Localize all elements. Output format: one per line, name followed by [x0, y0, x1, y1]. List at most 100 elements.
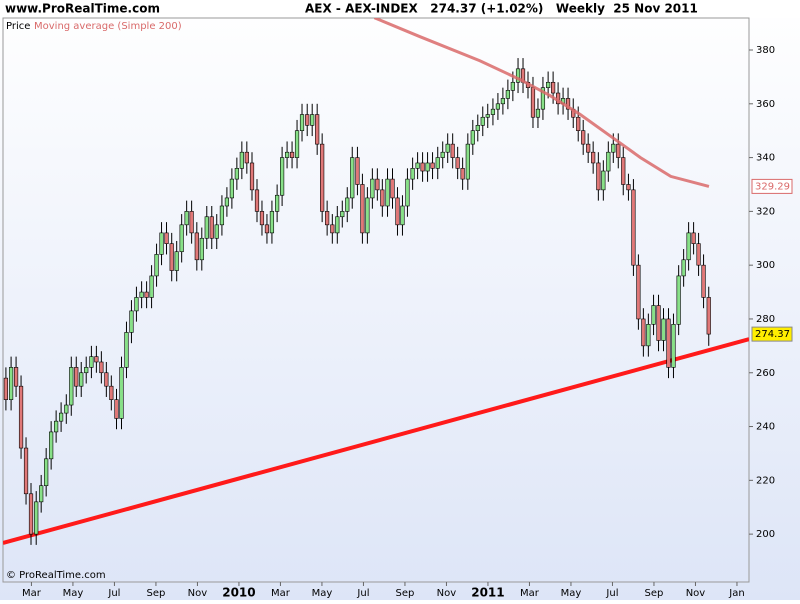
candle-body	[440, 151, 445, 158]
candle-body	[234, 168, 239, 180]
candle-body	[54, 420, 59, 433]
candle-body	[601, 170, 606, 191]
x-tick-label: May	[561, 588, 582, 599]
candle-body	[345, 197, 350, 212]
candle-body	[490, 108, 496, 115]
candle-body	[124, 332, 129, 368]
candle-body	[39, 485, 44, 503]
candle-body	[631, 189, 636, 266]
candle-body	[596, 162, 601, 191]
candle-body	[355, 157, 360, 185]
candle-body	[305, 114, 310, 126]
candle-body	[646, 324, 651, 347]
candle-body	[104, 372, 109, 387]
candle-body	[299, 114, 305, 131]
candle-body	[209, 216, 214, 239]
candle-body	[530, 87, 536, 118]
x-tick-label: 2011	[471, 586, 504, 600]
y-tick-label: 280	[756, 314, 775, 325]
candle-body	[18, 385, 24, 449]
x-tick-label: Jan	[728, 588, 744, 599]
candle-body	[44, 458, 49, 487]
candle-body	[460, 168, 465, 180]
candle-body	[154, 254, 159, 277]
candle-body	[294, 130, 300, 158]
candle-body	[179, 224, 184, 253]
x-tick-label: Mar	[271, 588, 291, 599]
y-tick-label: 220	[756, 475, 775, 486]
candle-body	[320, 143, 325, 212]
candle-body	[405, 178, 410, 207]
candle-body	[515, 68, 521, 83]
candle-body	[370, 178, 375, 199]
candle-body	[465, 143, 470, 180]
candle-body	[269, 211, 275, 234]
candle-body	[616, 143, 621, 158]
legend-price: Price	[6, 21, 30, 32]
candle-body	[681, 259, 686, 277]
candle-body	[239, 151, 244, 169]
candle-body	[636, 264, 641, 320]
y-tick-label: 300	[756, 260, 775, 271]
moving-average	[373, 18, 710, 188]
candle-body	[325, 211, 330, 226]
candle-body	[350, 157, 355, 199]
x-tick-label: Sep	[396, 588, 415, 599]
candle-body	[214, 224, 219, 239]
candle-body	[581, 130, 586, 145]
candle-body	[23, 447, 29, 495]
candle-body	[59, 412, 64, 422]
candle-body	[330, 224, 335, 234]
candle-body	[495, 103, 501, 110]
candle-body	[189, 211, 194, 234]
copyright: © ProRealTime.com	[6, 570, 106, 581]
candle-body	[79, 372, 84, 387]
candle-body	[174, 251, 179, 271]
candle-body	[485, 114, 490, 118]
candle-body	[259, 211, 265, 226]
candle-body	[641, 318, 646, 347]
candle-body	[611, 143, 616, 153]
y-tick-label: 260	[756, 368, 775, 379]
plot	[3, 18, 749, 545]
candle-body	[129, 310, 134, 333]
candle-body	[199, 237, 204, 261]
candle-body	[546, 81, 551, 88]
candle-body	[480, 116, 485, 126]
chart-title: AEX - AEX-INDEX 274.37 (+1.02%) Weekly 2…	[305, 2, 698, 16]
candle-body	[410, 168, 415, 180]
candle-body	[219, 205, 225, 226]
candle-body	[676, 275, 681, 325]
candle-body	[706, 297, 711, 335]
candle-body	[500, 98, 505, 105]
candle-body	[385, 178, 390, 207]
candle-body	[591, 151, 596, 164]
candle-body	[395, 197, 400, 226]
candle-body	[249, 162, 255, 191]
last-price-label: 274.37	[755, 329, 790, 340]
x-tick-label: Mar	[22, 588, 42, 599]
x-tick-label: Sep	[147, 588, 166, 599]
x-tick-label: Jul	[107, 588, 120, 599]
candle-body	[119, 367, 124, 419]
x-tick-label: Nov	[686, 588, 706, 599]
candle-body	[626, 184, 631, 191]
candle-body	[435, 157, 440, 169]
candle-body	[420, 162, 425, 172]
candle-body	[8, 367, 14, 400]
candle-body	[701, 264, 706, 298]
candle-body	[289, 151, 295, 158]
candle-body	[400, 205, 405, 226]
candle-body	[264, 224, 270, 234]
candle-body	[109, 385, 114, 400]
candle-body	[28, 493, 34, 535]
y-tick-label: 360	[756, 99, 775, 110]
header-bar	[0, 0, 800, 18]
y-tick-label: 200	[756, 529, 775, 540]
candle-body	[455, 157, 460, 169]
candle-body	[475, 125, 480, 131]
candle-body	[49, 431, 54, 460]
candle-body	[470, 130, 475, 145]
candle-body	[74, 367, 79, 387]
